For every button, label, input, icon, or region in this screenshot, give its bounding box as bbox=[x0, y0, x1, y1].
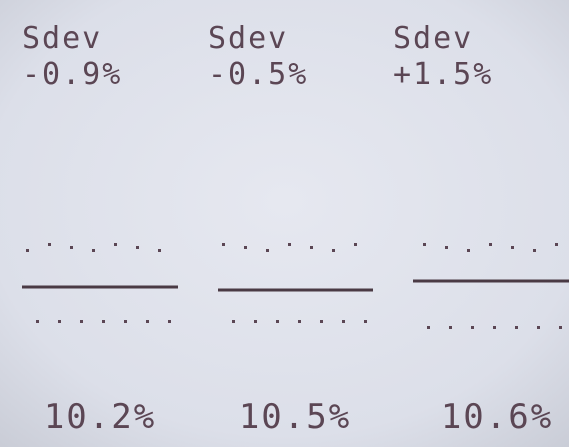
sdev-label: Sdev bbox=[22, 21, 102, 56]
lcd-screen: Sdev-0.9%10.2%Sdev-0.5%10.5%Sdev+1.5%10.… bbox=[0, 0, 569, 447]
dot bbox=[102, 320, 105, 323]
dot bbox=[467, 249, 470, 252]
dot bbox=[555, 243, 558, 246]
dot bbox=[533, 249, 536, 252]
page: {"columns": [ {"label": "Sdev", "deviati… bbox=[0, 0, 569, 447]
deviation: -0.9% bbox=[22, 57, 122, 92]
dot bbox=[26, 249, 29, 252]
dot bbox=[114, 243, 117, 246]
dot bbox=[493, 326, 496, 329]
dot bbox=[559, 326, 562, 329]
dot bbox=[310, 246, 313, 249]
dot bbox=[124, 320, 127, 323]
dot bbox=[320, 320, 323, 323]
dot bbox=[427, 326, 430, 329]
sdev-label: Sdev bbox=[208, 21, 288, 56]
dot bbox=[232, 320, 235, 323]
dot bbox=[515, 326, 518, 329]
dot bbox=[449, 326, 452, 329]
dot bbox=[354, 243, 357, 246]
dot bbox=[136, 246, 139, 249]
dot bbox=[537, 326, 540, 329]
dot bbox=[276, 320, 279, 323]
deviation: -0.5% bbox=[208, 57, 308, 92]
sdev-label: Sdev bbox=[393, 21, 473, 56]
dot bbox=[332, 249, 335, 252]
dot bbox=[445, 246, 448, 249]
value: 10.2% bbox=[44, 397, 156, 437]
dot bbox=[342, 320, 345, 323]
dot bbox=[58, 320, 61, 323]
value: 10.6% bbox=[441, 397, 553, 437]
dot bbox=[70, 246, 73, 249]
dot bbox=[254, 320, 257, 323]
dot bbox=[168, 320, 171, 323]
dot bbox=[244, 246, 247, 249]
dot bbox=[158, 249, 161, 252]
deviation: +1.5% bbox=[393, 57, 493, 92]
dot bbox=[364, 320, 367, 323]
dot bbox=[266, 249, 269, 252]
dot bbox=[471, 326, 474, 329]
dot bbox=[92, 249, 95, 252]
dot bbox=[222, 243, 225, 246]
dot bbox=[288, 243, 291, 246]
dot bbox=[146, 320, 149, 323]
dot bbox=[489, 243, 492, 246]
dot bbox=[511, 246, 514, 249]
dot bbox=[298, 320, 301, 323]
dot bbox=[80, 320, 83, 323]
dot bbox=[36, 320, 39, 323]
dot bbox=[423, 243, 426, 246]
value: 10.5% bbox=[239, 397, 351, 437]
dot bbox=[48, 243, 51, 246]
